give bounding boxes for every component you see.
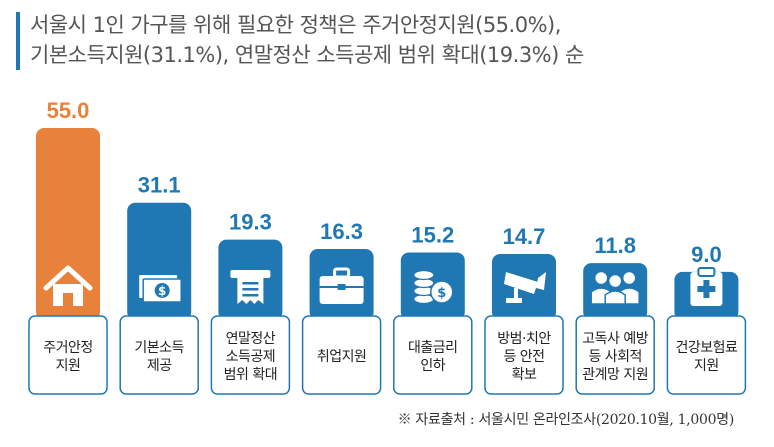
category-label: 소득공제 bbox=[226, 349, 276, 365]
category-label-box bbox=[484, 315, 564, 395]
title-accent-bar bbox=[16, 12, 20, 70]
source-note: ※ 자료출처 : 서울시민 온라인조사(2020.10월, 1,000명) bbox=[397, 412, 735, 428]
category-label: 인하 bbox=[420, 358, 445, 374]
category-label: 기본소득 bbox=[134, 340, 184, 356]
category-label-box bbox=[28, 315, 108, 395]
category-label: 지원 bbox=[56, 358, 81, 374]
value-label: 9.0 bbox=[691, 242, 722, 267]
category-label: 주거안정 bbox=[43, 340, 93, 356]
chart-title-line-2: 기본소득지원(31.1%), 연말정산 소득공제 범위 확대(19.3%) 순 bbox=[30, 43, 584, 67]
value-label: 15.2 bbox=[411, 222, 454, 247]
category-label: 등 안전 bbox=[503, 349, 544, 365]
value-label: 11.8 bbox=[594, 233, 636, 258]
clipboard-icon bbox=[690, 267, 723, 306]
svg-text:$: $ bbox=[158, 284, 166, 298]
category-label-box bbox=[301, 315, 382, 395]
category-label-box bbox=[119, 315, 199, 395]
category-label: 범위 확대 bbox=[224, 367, 277, 383]
category-label: 취업지원 bbox=[317, 349, 367, 365]
category-label: 고독사 예방 bbox=[582, 331, 648, 347]
category-label-box bbox=[666, 315, 747, 395]
bar bbox=[36, 128, 100, 320]
chart-title-line-1: 서울시 1인 가구를 위해 필요한 정책은 주거안정지원(55.0%), bbox=[30, 13, 561, 37]
value-label: 31.1 bbox=[138, 173, 181, 198]
value-label: 16.3 bbox=[320, 219, 363, 244]
value-label: 55.0 bbox=[47, 98, 90, 123]
people-icon bbox=[590, 270, 640, 305]
category-label: 지원 bbox=[694, 358, 719, 374]
svg-text:$: $ bbox=[437, 286, 446, 301]
value-label: 14.7 bbox=[503, 224, 546, 249]
chart-title: 서울시 1인 가구를 위해 필요한 정책은 주거안정지원(55.0%), 기본소… bbox=[30, 10, 584, 70]
category-label-box bbox=[393, 315, 473, 395]
coins-icon: $ bbox=[413, 269, 454, 305]
category-label: 제공 bbox=[147, 358, 172, 374]
value-label: 19.3 bbox=[229, 210, 272, 235]
category-label: 건강보험료 bbox=[675, 340, 738, 356]
money-icon: $ bbox=[139, 275, 182, 303]
category-label: 관계망 지원 bbox=[582, 367, 648, 383]
briefcase-icon bbox=[319, 267, 364, 304]
category-label: 대출금리 bbox=[408, 340, 458, 356]
receipt-icon bbox=[230, 270, 271, 304]
bar-group: 55.0 주거안정지원 bbox=[28, 98, 108, 395]
house-icon bbox=[43, 265, 93, 306]
cctv-icon bbox=[504, 272, 546, 303]
bar-group: 16.3 취업지원 bbox=[301, 219, 382, 395]
category-label-box bbox=[575, 315, 655, 395]
category-label: 방범·치안 bbox=[497, 331, 551, 347]
category-label: 등 사회적 bbox=[588, 349, 641, 365]
category-label: 연말정산 bbox=[226, 331, 276, 347]
category-label-box bbox=[210, 315, 291, 395]
category-label: 확보 bbox=[512, 367, 537, 383]
